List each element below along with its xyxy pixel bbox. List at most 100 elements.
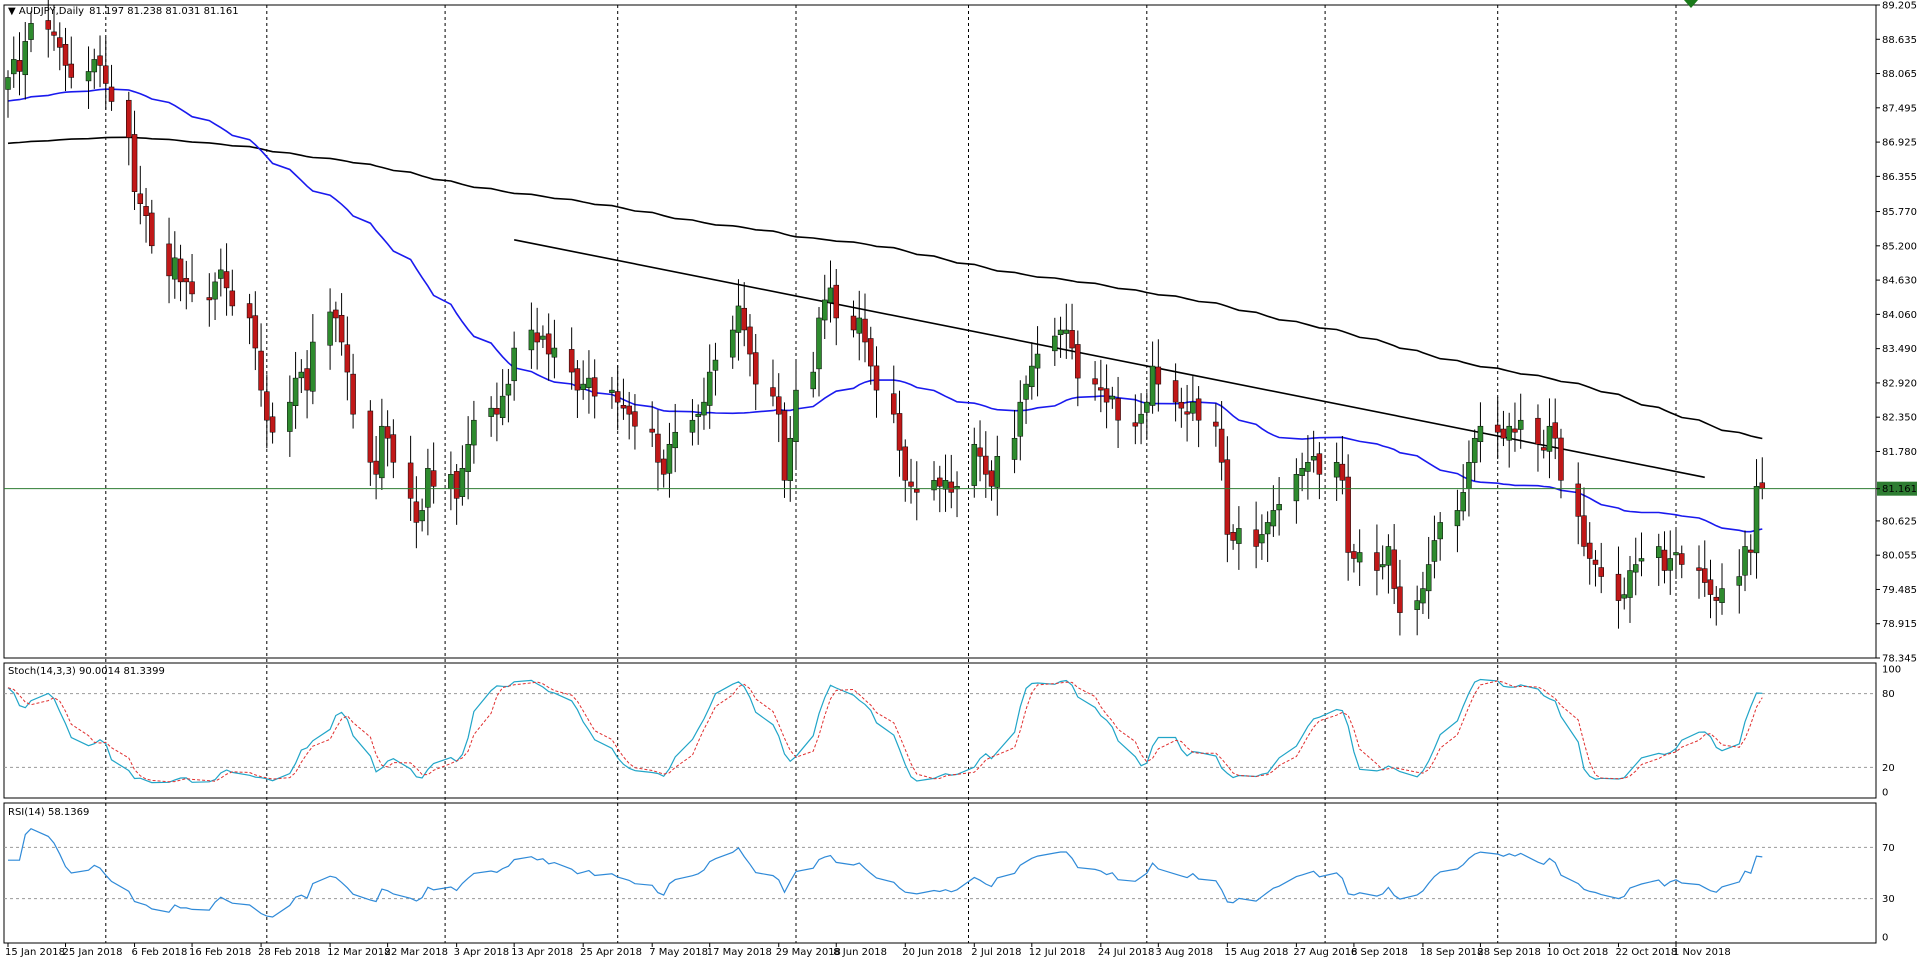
candle-body: [1558, 437, 1564, 481]
candle-body: [310, 341, 316, 392]
candle-body: [1540, 447, 1547, 451]
trendline[interactable]: [513, 239, 1705, 479]
candle-body: [22, 41, 29, 76]
price-tick-label: 81.161: [1882, 484, 1917, 495]
sma-fast-line: [7, 88, 1763, 533]
candle-body: [373, 460, 379, 475]
candle-body: [1253, 529, 1259, 547]
time-tick-label: 17 May 2018: [707, 947, 772, 958]
time-tick-label: 13 Apr 2018: [511, 947, 573, 958]
candle-body: [1661, 549, 1668, 571]
candle-body: [51, 31, 57, 36]
candle-body: [1385, 546, 1392, 566]
candle-body: [735, 305, 742, 333]
candle-body: [712, 359, 719, 371]
candle-body: [862, 318, 868, 343]
candle-body: [856, 317, 863, 334]
candle-body: [568, 349, 575, 373]
candle-body: [994, 456, 1001, 488]
stochastic-header: Stoch(14,3,3) 90.0014 81.3399: [8, 666, 165, 677]
time-tick-label: 25 Apr 2018: [580, 947, 642, 958]
candle-body: [729, 329, 736, 358]
candle-body: [177, 258, 184, 283]
candle-body: [28, 23, 34, 40]
candle-body: [1494, 424, 1501, 433]
candle-body: [1586, 542, 1593, 559]
candle-body: [327, 311, 333, 346]
candle-body: [183, 278, 190, 283]
candle-body: [914, 489, 920, 493]
candle-body: [1075, 344, 1081, 379]
candle-body: [1632, 564, 1639, 573]
candle-body: [85, 71, 92, 82]
candle-body: [1029, 365, 1035, 388]
candle-body: [252, 315, 259, 349]
time-tick-label: 12 Jul 2018: [1029, 947, 1086, 958]
candle-body: [425, 468, 431, 508]
panel-frame: [3, 802, 1877, 944]
rsi-level-label: 30: [1882, 894, 1895, 905]
candle-body: [896, 413, 903, 451]
rsi-main-line: [8, 827, 1763, 918]
candle-body: [131, 134, 138, 192]
candle-body: [1293, 474, 1300, 502]
price-tick-label: 89.205: [1882, 1, 1917, 12]
candle-body: [551, 347, 558, 358]
candle-body: [655, 433, 661, 463]
chart-header: ▼ AUDJPY,Daily 81.197 81.238 81.031 81.16…: [8, 6, 239, 17]
candle-body: [499, 395, 506, 418]
collapse-triangle-icon[interactable]: ▼: [8, 6, 19, 17]
candle-body: [672, 431, 678, 449]
candle-body: [988, 470, 995, 487]
candle-body: [511, 347, 517, 382]
candle-body: [942, 480, 949, 490]
candle-body: [212, 281, 218, 300]
time-tick-label: 24 Jul 2018: [1098, 947, 1155, 958]
candle-body: [827, 287, 834, 303]
candle-body: [1213, 421, 1219, 427]
candle-body: [747, 326, 753, 355]
candle-body: [793, 389, 799, 442]
price-tick-label: 86.355: [1882, 172, 1917, 183]
candle-body: [1069, 330, 1075, 349]
candle-body: [1753, 486, 1760, 554]
candle-body: [1696, 567, 1702, 571]
candle-body: [1236, 528, 1242, 544]
time-tick-label: 22 Oct 2018: [1615, 947, 1677, 958]
one-click-trade-arrow-icon[interactable]: [1684, 0, 1698, 8]
candle-body: [16, 60, 23, 72]
candle-body: [1581, 515, 1587, 547]
time-tick-label: 28 Feb 2018: [258, 947, 320, 958]
candle-body: [45, 20, 52, 30]
price-tick-label: 84.630: [1882, 276, 1917, 287]
trendline-segment[interactable]: [513, 239, 1705, 479]
candle-body: [908, 481, 914, 487]
candle-body: [1391, 549, 1397, 589]
candle-body: [983, 455, 989, 475]
candle-body: [419, 510, 425, 522]
candle-body: [1345, 476, 1351, 553]
candle-body: [528, 329, 535, 351]
symbol-header: AUDJPY,Daily: [19, 6, 84, 17]
candle-body: [1057, 329, 1064, 336]
candle-body: [1471, 437, 1478, 463]
rsi-header: RSI(14) 58.1369: [8, 807, 89, 818]
candle-body: [1155, 366, 1162, 385]
candle-body: [367, 410, 374, 463]
rsi-level-label: 0: [1882, 933, 1888, 944]
stochastic-lines: [7, 678, 1763, 784]
candle-body: [1546, 425, 1553, 452]
candle-body: [1109, 395, 1116, 400]
candle-body: [580, 383, 586, 390]
candle-body: [752, 352, 759, 385]
candle-body: [287, 401, 293, 432]
candle-body: [292, 377, 299, 407]
candle-body: [91, 59, 98, 73]
price-tick-label: 84.060: [1882, 310, 1917, 321]
indicator-levels: 100 80 20 0 70 30 0: [4, 665, 1901, 944]
price-axis: 89.205 88.635 88.065 87.495 86.925 86.355 85.7…: [1876, 1, 1917, 665]
candle-body: [632, 411, 638, 427]
candle-body: [1420, 588, 1426, 604]
